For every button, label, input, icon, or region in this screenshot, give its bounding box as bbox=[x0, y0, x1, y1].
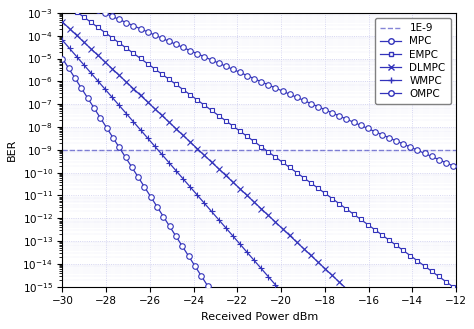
X-axis label: Received Power dBm: Received Power dBm bbox=[201, 312, 318, 322]
Legend: 1E-9, MPC, EMPC, DLMPC, WMPC, OMPC: 1E-9, MPC, EMPC, DLMPC, WMPC, OMPC bbox=[375, 18, 451, 104]
Y-axis label: BER: BER bbox=[7, 139, 17, 161]
